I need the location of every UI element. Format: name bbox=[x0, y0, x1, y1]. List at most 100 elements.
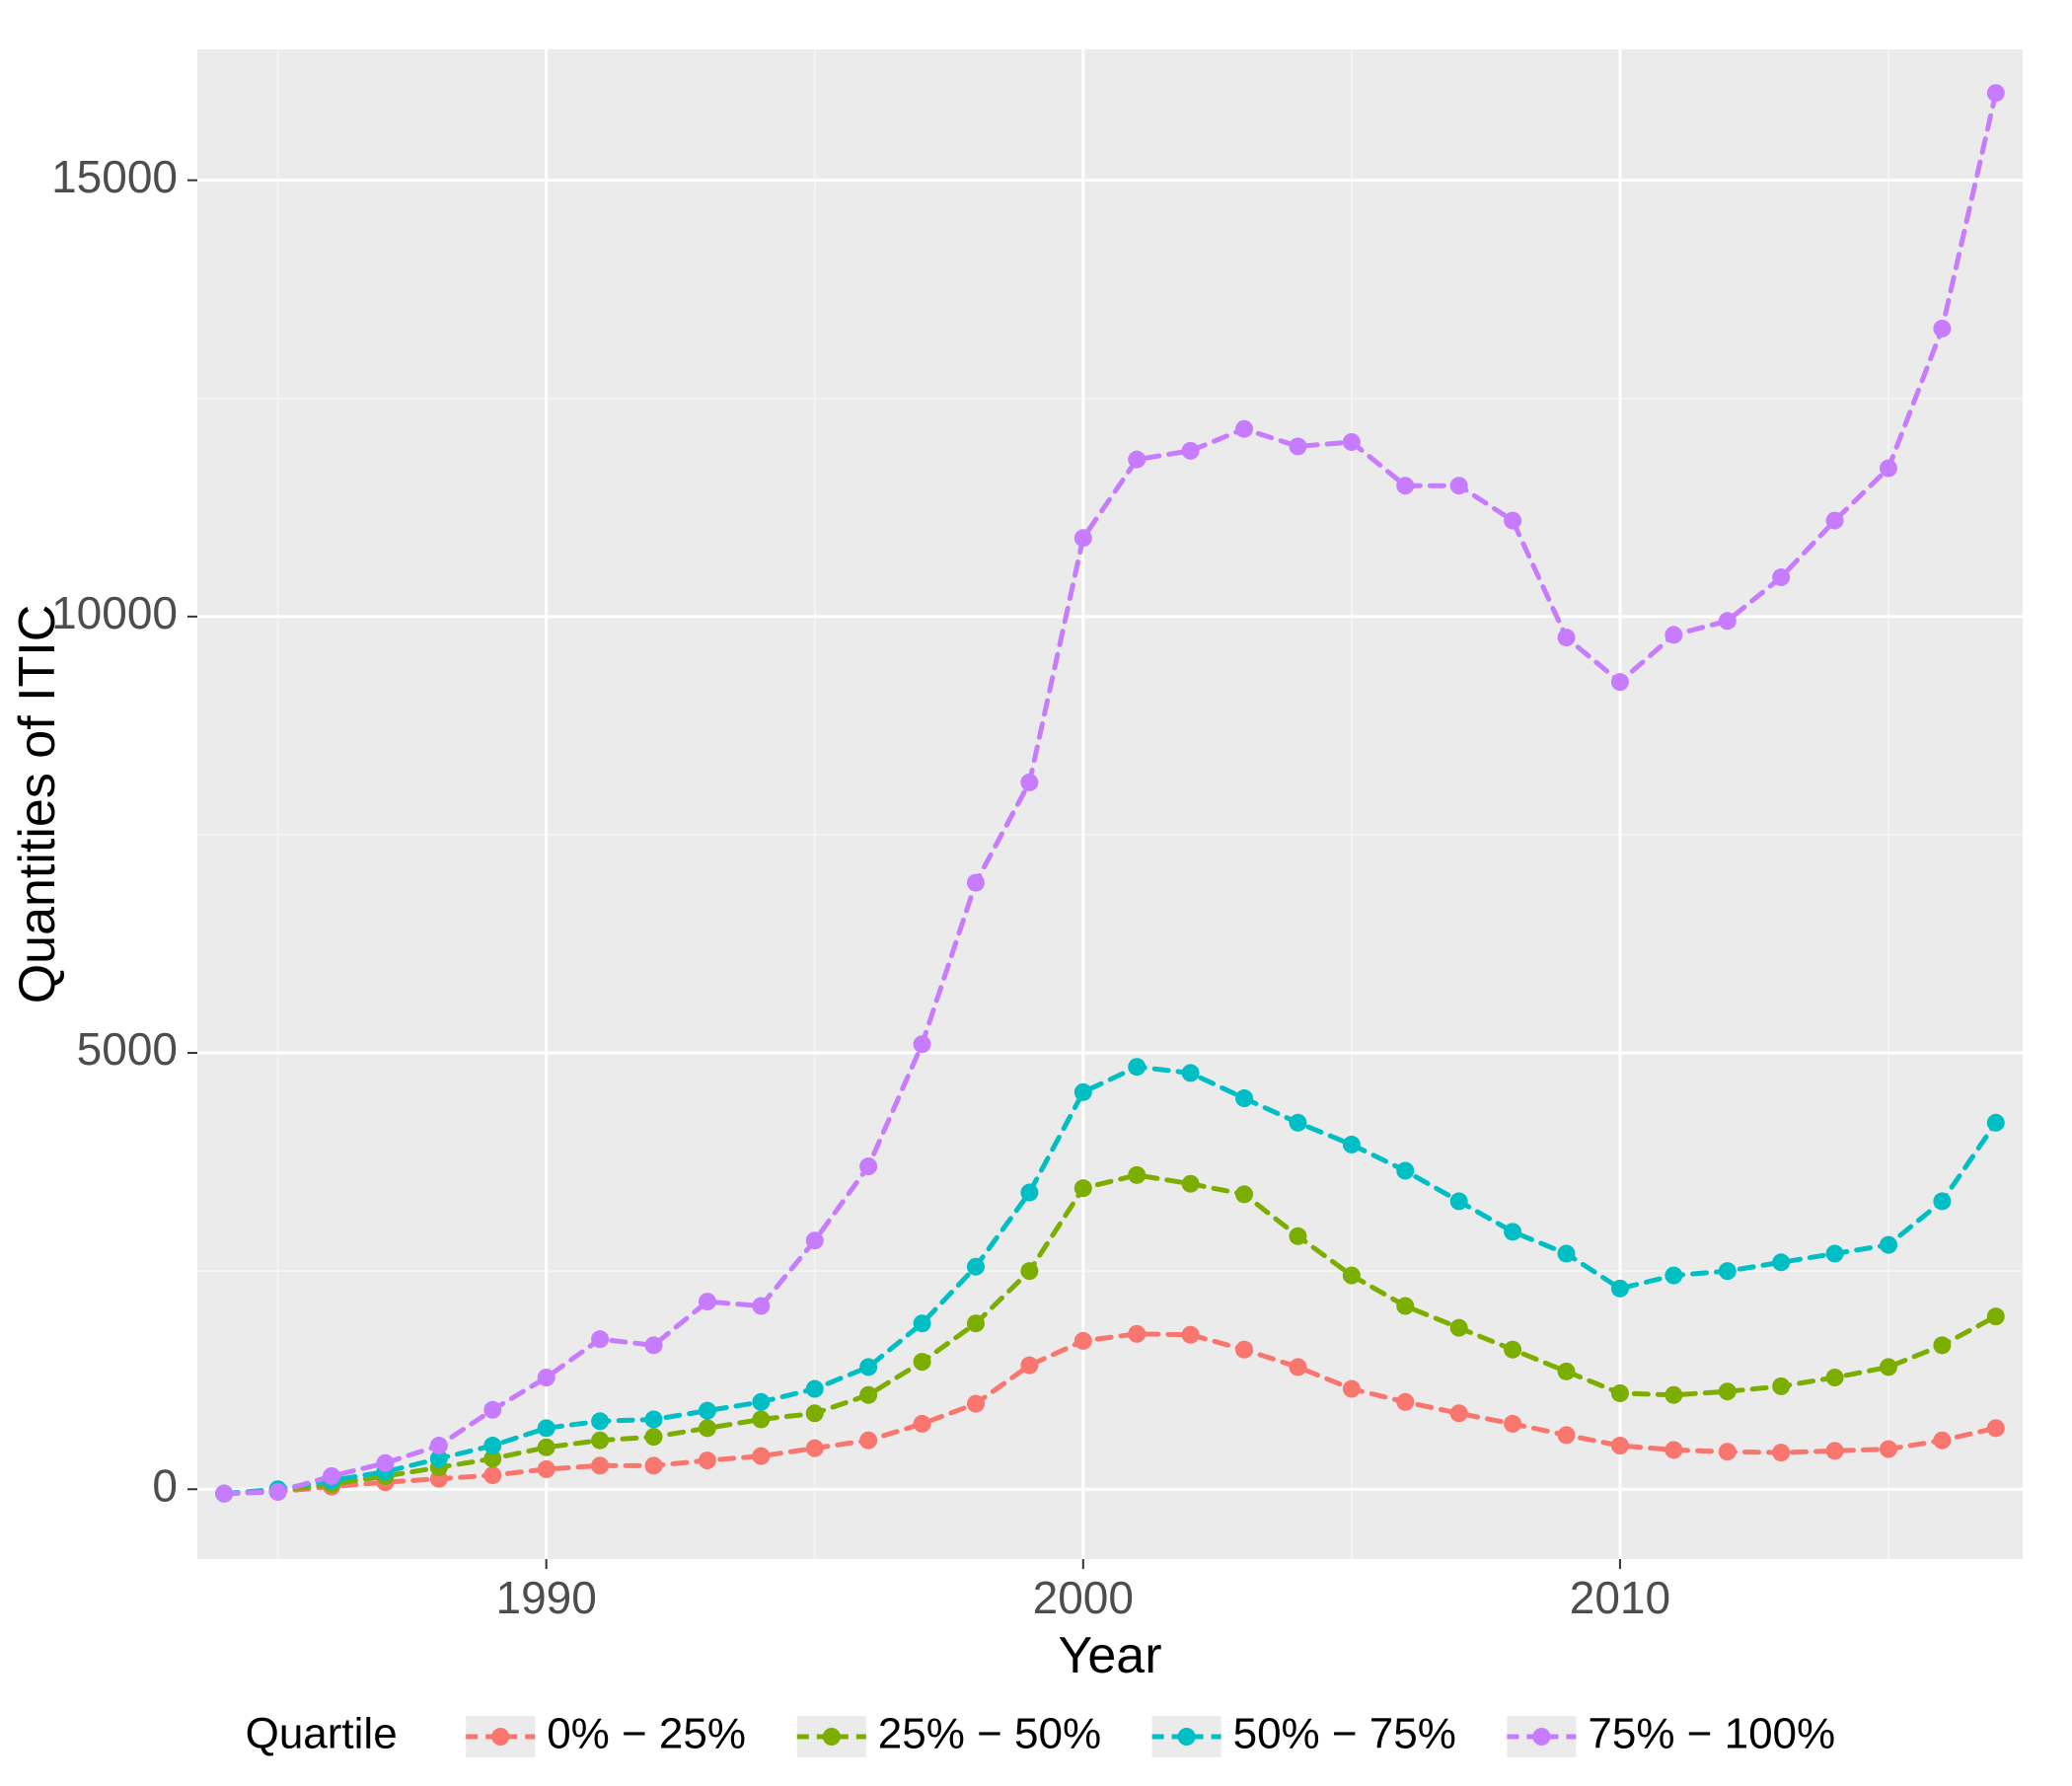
series-marker bbox=[1504, 1415, 1521, 1433]
series-marker bbox=[1987, 1114, 2005, 1132]
series-marker bbox=[323, 1467, 340, 1485]
x-axis-label: Year bbox=[1058, 1627, 1161, 1684]
series-marker bbox=[430, 1437, 448, 1454]
series-marker bbox=[483, 1437, 501, 1454]
series-marker bbox=[1933, 1336, 1951, 1354]
series-marker bbox=[538, 1419, 555, 1437]
series-marker bbox=[1826, 1244, 1844, 1262]
series-marker bbox=[1933, 320, 1951, 337]
legend-item-label: 75% − 100% bbox=[1588, 1710, 1835, 1758]
series-marker bbox=[699, 1419, 716, 1437]
series-marker bbox=[914, 1415, 931, 1433]
series-marker bbox=[1665, 1441, 1682, 1458]
series-marker bbox=[1558, 1244, 1576, 1262]
series-marker bbox=[1020, 1357, 1038, 1375]
series-marker bbox=[859, 1157, 877, 1175]
series-marker bbox=[806, 1404, 824, 1422]
series-marker bbox=[1450, 477, 1468, 494]
series-marker bbox=[1074, 1332, 1092, 1350]
series-marker bbox=[1558, 1363, 1576, 1380]
series-marker bbox=[1987, 1307, 2005, 1325]
series-marker bbox=[1504, 512, 1521, 530]
series-marker bbox=[1074, 529, 1092, 547]
series-marker bbox=[752, 1410, 770, 1428]
series-marker bbox=[752, 1393, 770, 1411]
legend-item-label: 0% − 25% bbox=[547, 1710, 746, 1758]
legend-key-marker bbox=[823, 1728, 841, 1746]
series-marker bbox=[1074, 1083, 1092, 1101]
series-marker bbox=[1665, 1267, 1682, 1285]
y-tick-label: 10000 bbox=[51, 587, 178, 638]
series-marker bbox=[1343, 1267, 1361, 1285]
series-marker bbox=[1128, 451, 1146, 469]
series-marker bbox=[591, 1412, 609, 1430]
series-marker bbox=[269, 1483, 287, 1501]
series-marker bbox=[1826, 512, 1844, 530]
series-marker bbox=[538, 1369, 555, 1386]
series-marker bbox=[1128, 1325, 1146, 1343]
series-marker bbox=[1020, 774, 1038, 791]
series-marker bbox=[806, 1231, 824, 1249]
legend-key-marker bbox=[1532, 1728, 1550, 1746]
series-marker bbox=[1665, 1386, 1682, 1404]
series-marker bbox=[1289, 1228, 1306, 1245]
series-marker bbox=[645, 1336, 663, 1354]
legend-item-label: 25% − 50% bbox=[878, 1710, 1101, 1758]
y-tick-label: 0 bbox=[152, 1459, 178, 1511]
series-marker bbox=[859, 1358, 877, 1376]
x-tick-label: 1990 bbox=[496, 1572, 597, 1623]
series-marker bbox=[591, 1456, 609, 1474]
series-marker bbox=[1611, 1437, 1629, 1454]
series-marker bbox=[914, 1035, 931, 1053]
series-marker bbox=[1504, 1341, 1521, 1359]
series-marker bbox=[1128, 1058, 1146, 1076]
series-marker bbox=[1020, 1184, 1038, 1202]
series-marker bbox=[1182, 1326, 1200, 1344]
series-marker bbox=[1235, 1341, 1253, 1359]
series-marker bbox=[967, 1395, 985, 1413]
series-marker bbox=[1772, 1444, 1790, 1461]
series-marker bbox=[1880, 1441, 1897, 1458]
series-marker bbox=[1611, 673, 1629, 691]
series-marker bbox=[699, 1402, 716, 1420]
series-marker bbox=[1235, 1089, 1253, 1107]
series-marker bbox=[752, 1448, 770, 1465]
series-marker bbox=[1504, 1223, 1521, 1240]
series-marker bbox=[483, 1401, 501, 1419]
series-marker bbox=[1719, 1262, 1737, 1280]
series-marker bbox=[1396, 477, 1414, 494]
series-marker bbox=[1450, 1192, 1468, 1210]
series-marker bbox=[967, 874, 985, 892]
series-marker bbox=[1987, 1419, 2005, 1437]
legend-key-marker bbox=[491, 1728, 509, 1746]
y-tick-label: 15000 bbox=[51, 151, 178, 202]
series-marker bbox=[1074, 1179, 1092, 1197]
series-marker bbox=[1611, 1384, 1629, 1402]
series-marker bbox=[1020, 1262, 1038, 1280]
series-marker bbox=[859, 1432, 877, 1450]
series-marker bbox=[215, 1485, 233, 1503]
series-marker bbox=[967, 1258, 985, 1276]
series-marker bbox=[1182, 1175, 1200, 1193]
plot-panel bbox=[197, 49, 2023, 1559]
series-marker bbox=[1826, 1442, 1844, 1459]
series-marker bbox=[376, 1454, 394, 1472]
series-marker bbox=[1289, 1114, 1306, 1132]
series-marker bbox=[1235, 1185, 1253, 1203]
series-marker bbox=[645, 1410, 663, 1428]
series-marker bbox=[483, 1466, 501, 1484]
series-marker bbox=[1880, 1358, 1897, 1376]
series-marker bbox=[1772, 1377, 1790, 1395]
series-marker bbox=[1450, 1319, 1468, 1337]
series-marker bbox=[1826, 1369, 1844, 1386]
series-marker bbox=[1396, 1393, 1414, 1411]
series-marker bbox=[1719, 612, 1737, 630]
legend-key-marker bbox=[1178, 1728, 1196, 1746]
series-marker bbox=[1289, 1358, 1306, 1376]
series-marker bbox=[1182, 442, 1200, 460]
series-marker bbox=[1396, 1161, 1414, 1179]
series-marker bbox=[591, 1330, 609, 1348]
legend-title: Quartile bbox=[246, 1710, 398, 1758]
series-marker bbox=[699, 1451, 716, 1469]
x-tick-label: 2000 bbox=[1033, 1572, 1134, 1623]
